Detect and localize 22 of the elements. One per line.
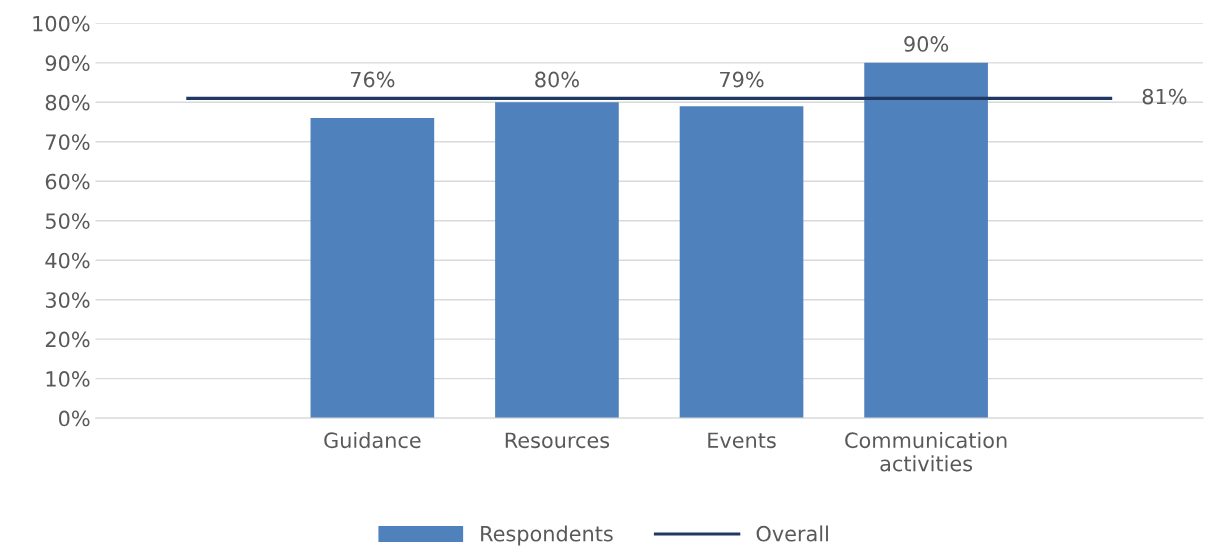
data-label: 76%	[350, 71, 395, 88]
legend-label: Overall	[756, 525, 828, 542]
y-tick-label: 80%	[45, 94, 90, 111]
y-tick-label: 0%	[58, 410, 90, 427]
y-tick-label: 90%	[45, 55, 90, 72]
x-tick-label: Events	[708, 432, 776, 449]
y-tick-label: 10%	[46, 371, 90, 387]
data-label: 90%	[904, 36, 949, 52]
y-tick-label: 70%	[46, 134, 90, 150]
x-tick-label: Resources	[505, 432, 610, 449]
data-label: 81%	[1142, 88, 1187, 105]
x-tick-label: Communication activities	[845, 432, 1007, 472]
data-label: 79%	[720, 71, 764, 88]
y-tick-label: 20%	[45, 331, 90, 348]
data-label: 80%	[535, 71, 579, 88]
y-tick-label: 60%	[45, 173, 90, 190]
y-tick-label: 100%	[33, 15, 90, 32]
y-tick-label: 50%	[45, 213, 90, 229]
legend-label: Respondents	[481, 525, 613, 546]
y-tick-label: 40%	[45, 252, 90, 269]
y-tick-label: 30%	[45, 292, 90, 308]
x-tick-label: Guidance	[324, 432, 421, 449]
